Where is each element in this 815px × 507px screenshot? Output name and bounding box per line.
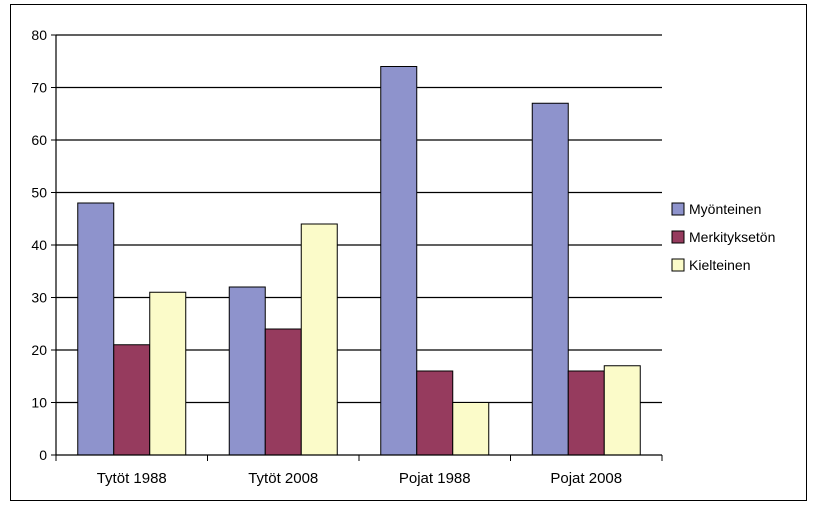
bar: [416, 370, 454, 456]
bar: [228, 286, 266, 456]
bar: [77, 202, 115, 456]
y-tick-label: 20: [31, 342, 47, 358]
y-tick-label: 70: [31, 80, 47, 96]
legend-label: Myönteinen: [689, 201, 761, 217]
y-axis-ticks: 0 10 20 30 40 50 60 70 80: [31, 27, 56, 463]
y-tick-label: 50: [31, 185, 47, 201]
bars: [77, 66, 641, 456]
x-tick-label: Pojat 2008: [550, 470, 622, 487]
x-tick-label: Tytöt 2008: [248, 470, 318, 487]
bar: [603, 365, 641, 456]
y-tick-label: 30: [31, 290, 47, 306]
bar: [452, 402, 490, 456]
legend: Myönteinen Merkityksetön Kielteinen: [668, 194, 796, 282]
legend-label: Kielteinen: [689, 257, 751, 273]
bar: [149, 291, 187, 456]
y-tick-label: 40: [31, 237, 47, 253]
legend-swatch: [671, 230, 685, 244]
x-tick-label: Tytöt 1988: [97, 470, 167, 487]
bar: [264, 328, 302, 456]
legend-swatch: [671, 202, 685, 216]
x-tick-label: Pojat 1988: [399, 470, 471, 487]
y-tick-label: 60: [31, 132, 47, 148]
bar: [531, 102, 569, 456]
bar: [300, 223, 338, 456]
legend-swatch: [671, 258, 685, 272]
bar: [113, 344, 151, 456]
y-tick-label: 10: [31, 395, 47, 411]
bar: [380, 66, 418, 456]
x-axis-labels: Tytöt 1988 Tytöt 2008 Pojat 1988 Pojat 2008: [97, 470, 622, 487]
y-tick-label: 0: [39, 447, 47, 463]
legend-label: Merkityksetön: [689, 229, 775, 245]
legend-box: [668, 194, 796, 282]
bar: [567, 370, 605, 456]
y-tick-label: 80: [31, 27, 47, 43]
